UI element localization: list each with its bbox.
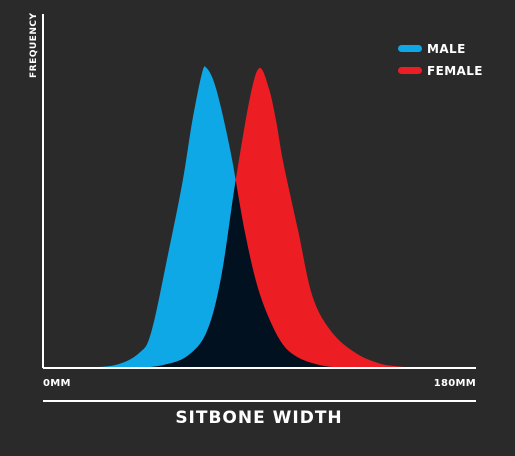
distribution-areas — [79, 66, 416, 368]
area-male — [79, 66, 344, 368]
legend-label-female: FEMALE — [427, 64, 483, 78]
legend: MALE FEMALE — [398, 42, 483, 78]
plot-area — [42, 14, 476, 369]
y-axis-label: FREQUENCY — [29, 13, 39, 79]
area-female — [139, 67, 416, 368]
legend-swatch-male — [398, 45, 422, 52]
x-tick-label-max: 180MM — [434, 378, 476, 389]
legend-item-male: MALE — [398, 42, 466, 56]
x-tick-label-min: 0MM — [43, 378, 71, 389]
x-axis-label: SITBONE WIDTH — [175, 408, 342, 428]
legend-item-female: FEMALE — [398, 64, 483, 78]
legend-label-male: MALE — [427, 42, 466, 56]
legend-swatch-female — [398, 67, 422, 74]
